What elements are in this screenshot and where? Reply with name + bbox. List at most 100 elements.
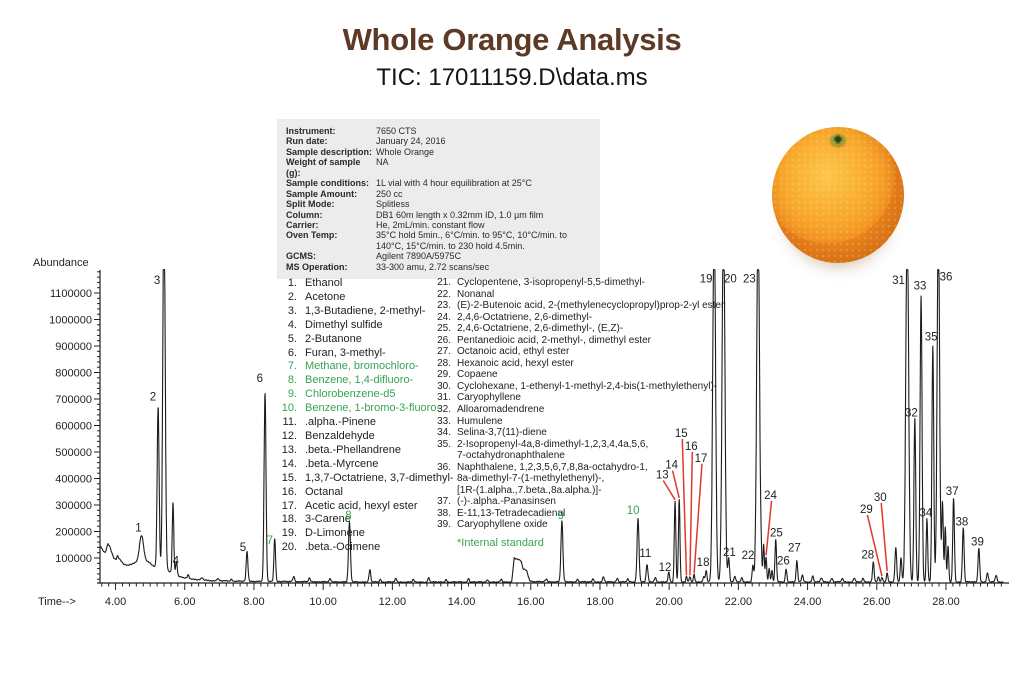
sample-info-row: Sample Amount: 250 cc xyxy=(286,189,592,199)
compound-item: 34. Selina-3,7(11)-diene xyxy=(427,427,772,439)
peak-label-4: 4 xyxy=(173,556,180,568)
sample-info-row: Sample conditions: 1L vial with 4 hour eq… xyxy=(286,178,592,188)
peak-label-33: 33 xyxy=(914,281,927,293)
sample-info-value: 250 cc xyxy=(376,188,403,199)
compound-number: 7. xyxy=(287,360,297,373)
internal-standard-note: *Internal standard xyxy=(457,537,544,550)
peak-label-6: 6 xyxy=(257,373,263,385)
compound-list-left: 1. Ethanol 2. Acetone 3. 1,3-Butadiene, 2-met… xyxy=(276,277,454,555)
sample-info-row: Sample description: Whole Orange xyxy=(286,147,592,157)
compound-item: 28. Hexanoic acid, hexyl ester xyxy=(427,358,772,370)
compound-number: 18. xyxy=(281,513,297,526)
compound-item: 7. Methane, bromochloro- xyxy=(276,360,426,374)
compound-number: 29. xyxy=(437,369,451,381)
compound-number: 6. xyxy=(287,346,297,359)
compound-name: .beta.-Ocimene xyxy=(305,541,381,554)
compound-number: 34. xyxy=(437,427,451,439)
compound-number: 26. xyxy=(437,334,451,346)
compound-number: 19. xyxy=(281,527,297,540)
sample-info-label: Sample conditions: xyxy=(286,178,370,189)
x-tick-label: 20.00 xyxy=(655,596,683,608)
compound-number: 16. xyxy=(281,485,297,498)
compound-item: 23. (E)-2-Butenoic acid, 2-(methylenecycl… xyxy=(427,300,772,312)
compound-name: Caryophyllene oxide xyxy=(457,519,548,531)
compound-number: 39. xyxy=(437,519,451,531)
compound-item: 15. 1,3,7-Octatriene, 3,7-dimethyl- xyxy=(276,472,454,486)
compound-number: 13. xyxy=(281,443,297,456)
y-tick-label: 700000 xyxy=(55,394,92,406)
compound-name: Benzene, 1,4-difluoro- xyxy=(305,374,414,387)
compound-name: Benzene, 1-bromo-3-fluoro- xyxy=(305,402,441,415)
sample-info-value: NA xyxy=(376,157,389,168)
compound-number: 2. xyxy=(287,290,297,303)
compound-name: Furan, 3-methyl- xyxy=(305,346,386,359)
tic-subtitle: TIC: 17011159.D\data.ms xyxy=(376,64,648,91)
compound-item: 11. .alpha.-Pinene xyxy=(276,416,426,430)
x-tick-label: 24.00 xyxy=(794,596,822,608)
compound-item: 31. Caryophyllene xyxy=(427,392,772,404)
compound-number: 14. xyxy=(281,457,297,470)
compound-item: 3. 1,3-Butadiene, 2-methyl- xyxy=(276,305,426,319)
y-tick-label: 900000 xyxy=(55,341,92,353)
compound-number: 25. xyxy=(437,323,451,335)
sample-info-label: Column: xyxy=(286,209,323,220)
peak-label-11: 11 xyxy=(639,548,651,560)
sample-info-value: 35°C hold 5min., 6°C/min. to 95°C, 10°C/… xyxy=(376,230,567,251)
compound-list-right: 21. Cyclopentene, 3-isopropenyl-5,5-dimet… xyxy=(427,277,772,550)
compound-number: 37. xyxy=(437,496,451,508)
compound-item: 14. .beta.-Myrcene xyxy=(276,458,426,472)
compound-item: 25. 2,4,6-Octatriene, 2,6-dimethyl-, (E,Z… xyxy=(427,323,772,335)
compound-item: 1. Ethanol xyxy=(276,277,426,291)
sample-info-label: Carrier: xyxy=(286,219,319,230)
peak-label-12: 12 xyxy=(659,562,672,574)
sample-info-label: MS Operation: xyxy=(286,261,348,272)
compound-item: 32. Alloaromadendrene xyxy=(427,404,772,416)
x-axis-title: Time--> xyxy=(38,596,76,608)
sample-info-label: Oven Temp: xyxy=(286,230,338,241)
compound-name: Alloaromadendrene xyxy=(457,404,545,416)
compound-name: Cyclohexane, 1-ethenyl-1-methyl-2,4-bis(… xyxy=(457,380,718,392)
compound-name: Chlorobenzene-d5 xyxy=(305,388,396,401)
sample-info-value: 33-300 amu, 2.72 scans/sec xyxy=(376,261,490,272)
compound-item: 13. .beta.-Phellandrene xyxy=(276,444,426,458)
compound-name: Humulene xyxy=(457,415,503,427)
compound-name: .beta.-Phellandrene xyxy=(305,443,402,456)
compound-item: 6. Furan, 3-methyl- xyxy=(276,347,426,361)
compound-item: 10. Benzene, 1-bromo-3-fluoro- xyxy=(276,402,440,416)
compound-item: 38. E-11,13-Tetradecadienal xyxy=(427,508,772,520)
peak-label-30: 30 xyxy=(874,492,887,504)
compound-name: Methane, bromochloro- xyxy=(305,360,419,373)
compound-name: Caryophyllene xyxy=(457,392,521,404)
sample-info-label: Run date: xyxy=(286,136,328,147)
orange-calyx xyxy=(830,134,846,146)
peak-label-1: 1 xyxy=(135,523,141,535)
sample-info-row: Oven Temp: 35°C hold 5min., 6°C/min. to 9… xyxy=(286,230,592,251)
peak-label-7: 7 xyxy=(267,535,273,547)
compound-item: 12. Benzaldehyde xyxy=(276,430,426,444)
compound-number: 12. xyxy=(281,429,297,442)
compound-name: Ethanol xyxy=(305,277,343,289)
x-tick-label: 8.00 xyxy=(243,596,264,608)
compound-name: 2,4,6-Octatriene, 2,6-dimethyl-, (E,Z)- xyxy=(457,323,624,335)
sample-info-row: Column: DB1 60m length x 0.32mm ID, 1.0 µ… xyxy=(286,210,592,220)
compound-name: (-)-.alpha.-Panasinsen xyxy=(457,496,556,508)
compound-number: 9. xyxy=(287,388,297,401)
compound-item: 29. Copaene xyxy=(427,369,772,381)
compound-item: 27. Octanoic acid, ethyl ester xyxy=(427,346,772,358)
compound-name: Cyclopentene, 3-isopropenyl-5,5-dimethyl… xyxy=(457,277,645,288)
compound-item: 24. 2,4,6-Octatriene, 2,6-dimethyl- xyxy=(427,312,772,324)
compound-number: 5. xyxy=(287,332,297,345)
compound-number: 28. xyxy=(437,357,451,369)
compound-number: 22. xyxy=(437,288,451,300)
peak-label-38: 38 xyxy=(955,516,968,528)
compound-item: 5. 2-Butanone xyxy=(276,333,426,347)
peak-label-18: 18 xyxy=(697,557,710,569)
compound-name: Benzaldehyde xyxy=(305,429,375,442)
compound-name: Octanal xyxy=(305,485,343,498)
compound-name: Copaene xyxy=(457,369,498,381)
sample-info-label: Sample Amount: xyxy=(286,188,358,199)
peak-label-35: 35 xyxy=(925,332,938,344)
compound-name: 1,3-Butadiene, 2-methyl- xyxy=(305,304,426,317)
compound-name: 3-Carene xyxy=(305,513,351,526)
leader-line-30 xyxy=(880,502,888,572)
